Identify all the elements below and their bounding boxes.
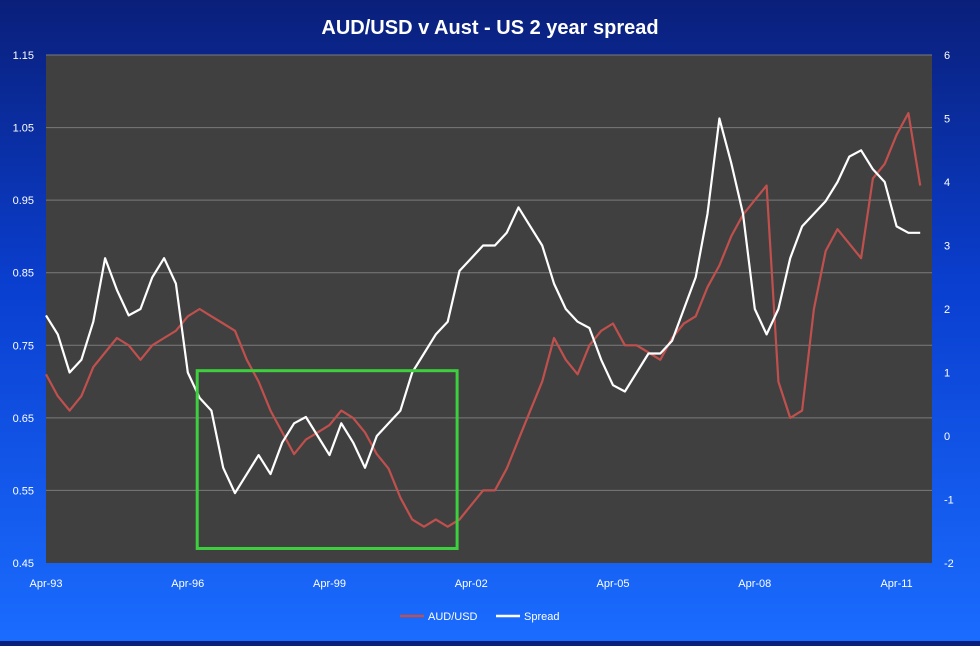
y-right-tick-label: 5 [944, 114, 950, 126]
y-right-tick-label: 6 [944, 50, 950, 62]
chart-title: AUD/USD v Aust - US 2 year spread [321, 17, 658, 39]
y-right-tick-label: 2 [944, 304, 950, 316]
x-tick-label: Apr-99 [313, 578, 346, 590]
y-right-tick-label: -1 [944, 495, 954, 507]
y-left-tick-label: 0.85 [13, 268, 34, 280]
x-tick-label: Apr-05 [597, 578, 630, 590]
legend-label-aud-usd: AUD/USD [428, 611, 478, 623]
y-left-tick-label: 0.75 [13, 340, 34, 352]
y-left-tick-label: 0.95 [13, 195, 34, 207]
legend-label-spread: Spread [524, 611, 559, 623]
legend: AUD/USD Spread [400, 611, 559, 623]
x-tick-label: Apr-11 [880, 578, 912, 590]
gridlines [46, 54, 932, 491]
series-layer [45, 111, 922, 528]
x-tick-label: Apr-02 [455, 578, 488, 590]
y-right-tick-label: 3 [944, 241, 950, 253]
y-right-tick-label: 1 [944, 368, 950, 380]
x-tick-label: Apr-96 [171, 578, 204, 590]
y-right-tick-label: 0 [944, 431, 950, 443]
series-line-spread [45, 117, 921, 495]
axes: 0.45 0.55 0.65 0.75 0.85 0.95 1.05 1.15 -2 -1 0 1 2 3… [13, 50, 954, 590]
x-tick-label: Apr-08 [738, 578, 771, 590]
highlight-box [195, 369, 459, 550]
y-right-tick-label: 4 [944, 177, 950, 189]
y-left-tick-label: 0.65 [13, 413, 34, 425]
y-left-tick-label: 0.45 [13, 558, 34, 570]
y-right-tick-label: -2 [944, 558, 954, 570]
plot-area [46, 55, 932, 563]
y-left-tick-label: 1.15 [13, 50, 34, 62]
y-left-tick-label: 0.55 [13, 485, 34, 497]
x-tick-label: Apr-93 [29, 578, 62, 590]
annotation-layer [195, 369, 459, 550]
y-left-tick-label: 1.05 [13, 123, 34, 135]
